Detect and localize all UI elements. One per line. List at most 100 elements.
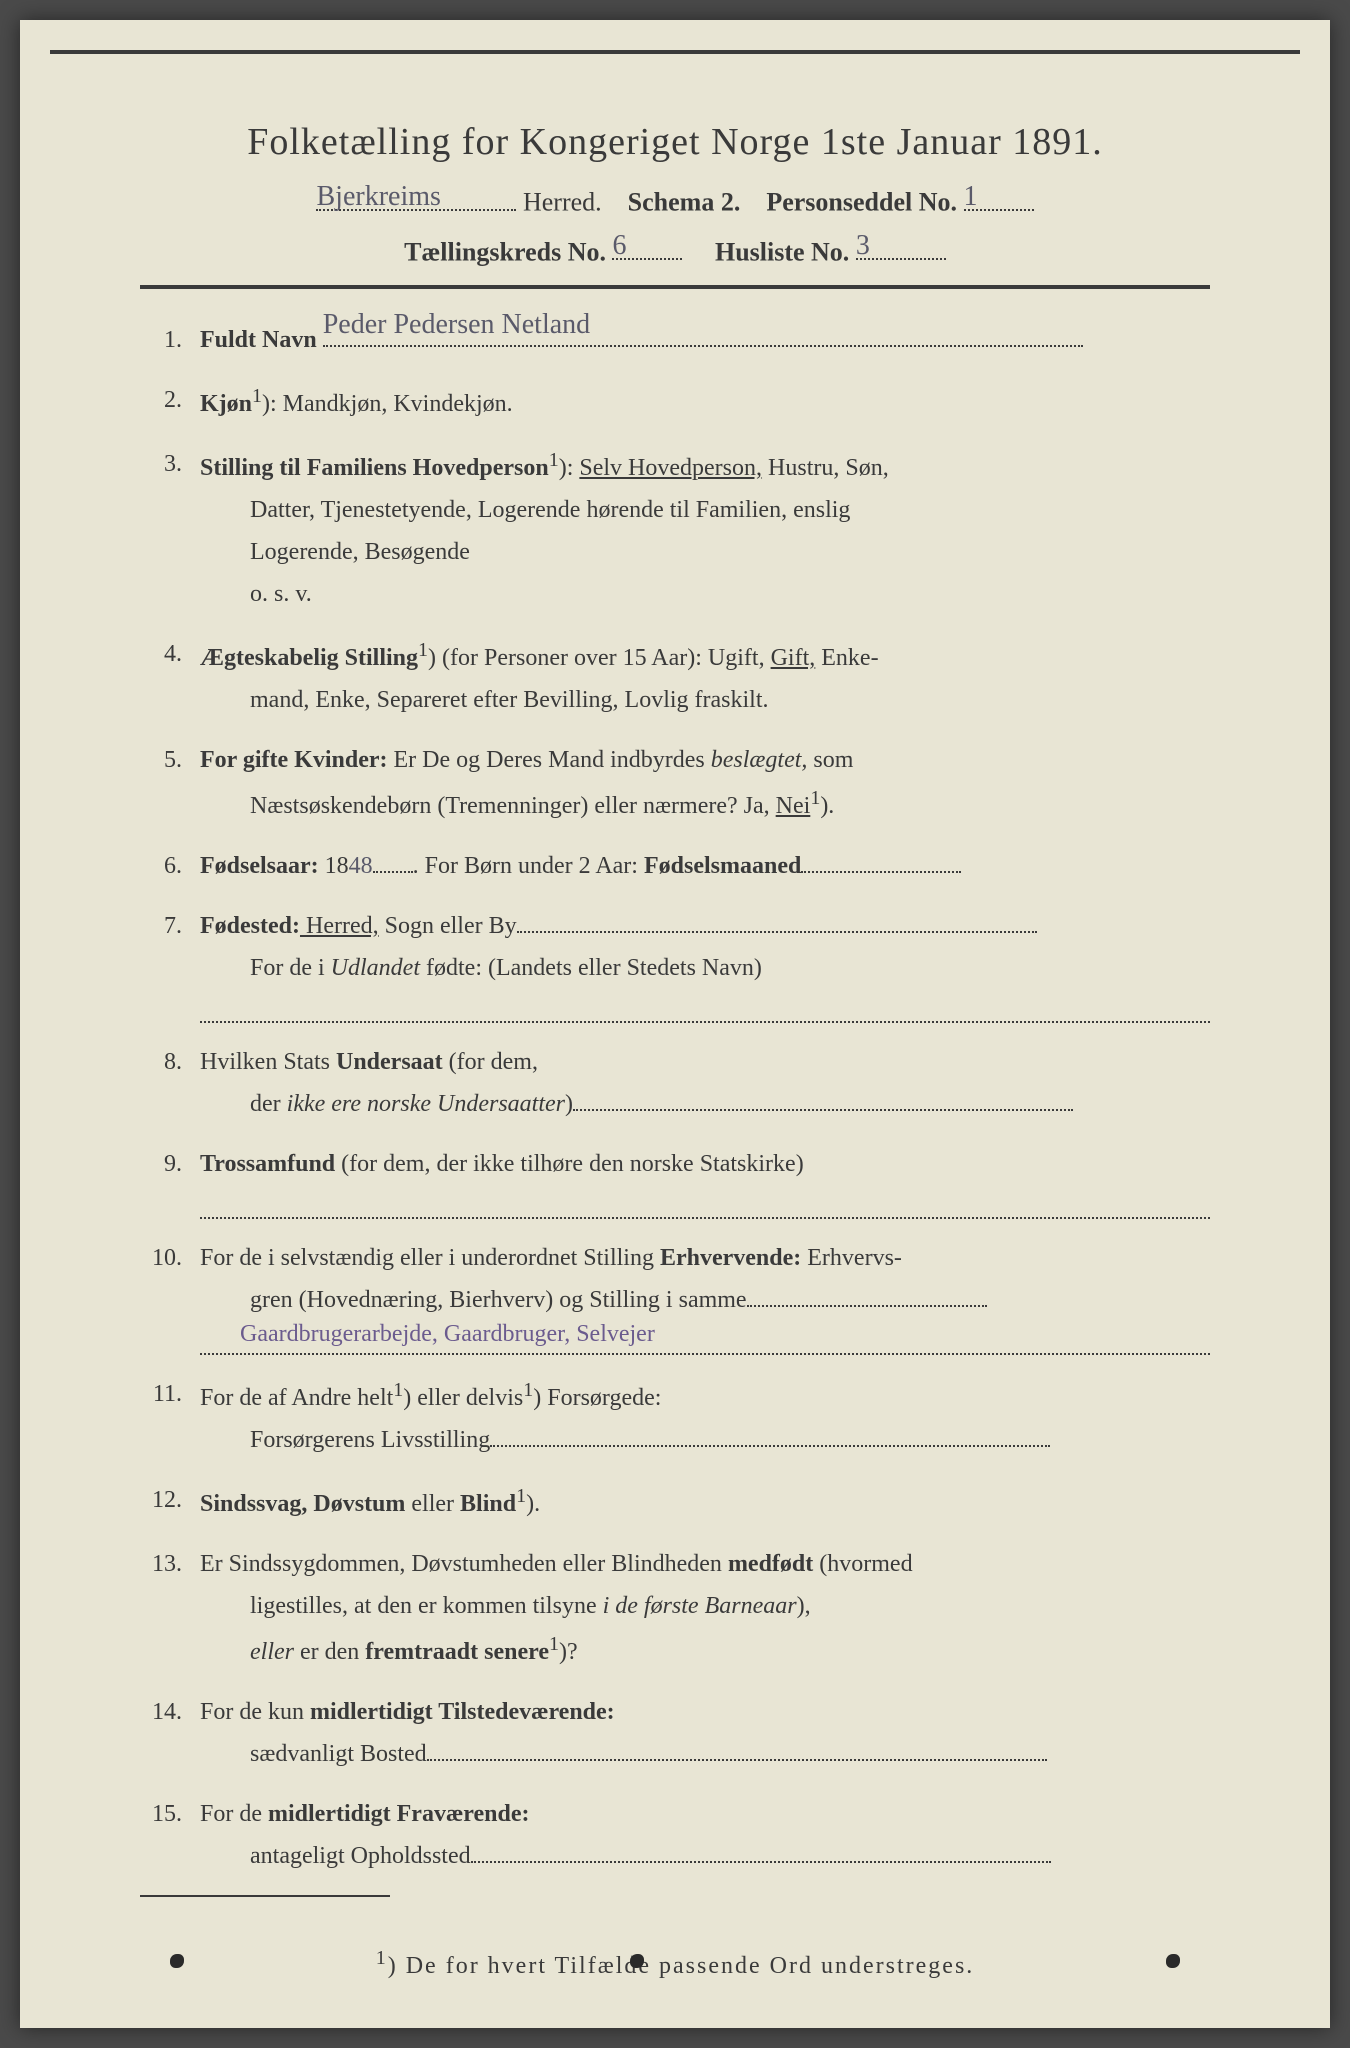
husliste-field: 3 <box>856 232 946 261</box>
item-4: 4. Ægteskabelig Stilling1) (for Personer… <box>140 633 1210 721</box>
l2sup: 1 <box>810 787 820 809</box>
line2: mand, Enke, Separeret efter Bevilling, L… <box>200 679 1210 721</box>
dash <box>471 1861 1051 1863</box>
rest: som <box>807 747 853 773</box>
label: Fuldt Navn <box>200 327 317 353</box>
end: ) Forsørgede: <box>533 1385 661 1411</box>
rest: Erhvervs- <box>801 1245 902 1271</box>
line2: Forsørgerens Livsstilling <box>200 1419 1210 1461</box>
taellingskreds-label: Tællingskreds No. <box>404 237 606 266</box>
l2end: ), <box>797 1593 811 1619</box>
l2pre: For de i <box>250 955 331 981</box>
subtitle-row-1: Bjerkreims Herred. Schema 2. Personsedde… <box>140 182 1210 218</box>
item-num: 2. <box>140 379 200 425</box>
item-2: 2. Kjøn1): Mandkjøn, Kvindekjøn. <box>140 379 1210 425</box>
herred-value: Bjerkreims <box>316 181 440 213</box>
herred-label: Herred. <box>523 188 602 217</box>
pre: For de i selvstændig eller i underordnet… <box>200 1245 660 1271</box>
husliste-label: Husliste No. <box>715 237 849 266</box>
item-body: Kjøn1): Mandkjøn, Kvindekjøn. <box>200 379 1210 425</box>
footnote: 1) De for hvert Tilfælde passende Ord un… <box>140 1947 1210 1980</box>
line2: For de i Udlandet fødte: (Landets eller … <box>200 947 1210 989</box>
u: Herred, <box>300 913 379 939</box>
label: Kjøn <box>200 391 252 417</box>
schema-label: Schema 2. <box>628 188 741 217</box>
l2: Forsørgerens Livsstilling <box>250 1427 490 1453</box>
personseddel-value: 1 <box>964 181 978 213</box>
item-body: Ægteskabelig Stilling1) (for Personer ov… <box>200 633 1210 721</box>
dash <box>747 1305 987 1307</box>
text2: . For Børn under 2 Aar: <box>413 853 644 879</box>
item-11: 11. For de af Andre helt1) eller delvis1… <box>140 1373 1210 1461</box>
l2it: ikke ere norske Undersaatter <box>287 1091 565 1117</box>
item-body: For de af Andre helt1) eller delvis1) Fo… <box>200 1373 1210 1461</box>
yprefix: 18 <box>319 853 349 879</box>
sup: 1 <box>549 449 559 471</box>
husliste-value: 3 <box>856 230 870 262</box>
name-value: Peder Pedersen Netland <box>323 300 590 349</box>
item-num: 11. <box>140 1373 200 1461</box>
label: Ægteskabelig Stilling <box>200 645 418 671</box>
text: ): <box>559 455 580 481</box>
item-10: 10. For de i selvstændig eller i underor… <box>140 1237 1210 1355</box>
line2: antageligt Opholdssted <box>200 1835 1210 1877</box>
bold2: Blind <box>460 1491 516 1517</box>
divider-bottom <box>140 1895 390 1897</box>
label: Trossamfund <box>200 1151 335 1177</box>
pre: For de af Andre helt <box>200 1385 393 1411</box>
document-page: Folketælling for Kongeriget Norge 1ste J… <box>20 20 1330 2028</box>
item-7: 7. Fødested: Herred, Sogn eller By For d… <box>140 905 1210 1023</box>
italic: beslægtet, <box>711 747 808 773</box>
pre: For de kun <box>200 1699 310 1725</box>
item-5: 5. For gifte Kvinder: Er De og Deres Man… <box>140 739 1210 827</box>
l2end: ). <box>820 793 834 819</box>
line2: Næstsøskendebørn (Tremenninger) eller næ… <box>200 781 1210 827</box>
item-num: 15. <box>140 1793 200 1877</box>
item-body: Fødselsaar: 1848. For Børn under 2 Aar: … <box>200 845 1210 887</box>
rest: (for dem, <box>443 1049 538 1075</box>
rest: (hvormed <box>813 1551 912 1577</box>
l2end: ) <box>565 1091 573 1117</box>
l3end: )? <box>559 1639 578 1665</box>
fn-sup: 1 <box>376 1947 388 1969</box>
item-14: 14. For de kun midlertidigt Tilstedevære… <box>140 1691 1210 1775</box>
item-num: 14. <box>140 1691 200 1775</box>
item-body: Stilling til Familiens Hovedperson1): Se… <box>200 443 1210 615</box>
item-body: Hvilken Stats Undersaat (for dem, der ik… <box>200 1041 1210 1125</box>
item-8: 8. Hvilken Stats Undersaat (for dem, der… <box>140 1041 1210 1125</box>
item-num: 1. <box>140 319 200 361</box>
label: Fødested: <box>200 913 300 939</box>
divider-top <box>140 285 1210 289</box>
l2: sædvanligt Bosted <box>250 1741 427 1767</box>
item-body: Er Sindssygdommen, Døvstumheden eller Bl… <box>200 1543 1210 1673</box>
pre: Er Sindssygdommen, Døvstumheden eller Bl… <box>200 1551 728 1577</box>
item-body: For de i selvstændig eller i underordnet… <box>200 1237 1210 1355</box>
underlined: Gift, <box>771 645 816 671</box>
text: ): Mandkjøn, Kvindekjøn. <box>262 391 513 417</box>
item-body: Fødested: Herred, Sogn eller By For de i… <box>200 905 1210 1023</box>
dash <box>490 1445 1050 1447</box>
line2: sædvanligt Bosted <box>200 1733 1210 1775</box>
main-title: Folketælling for Kongeriget Norge 1ste J… <box>140 120 1210 164</box>
item-body: For de kun midlertidigt Tilstedeværende:… <box>200 1691 1210 1775</box>
bold: midlertidigt Tilstedeværende: <box>310 1699 615 1725</box>
bold: Undersaat <box>336 1049 443 1075</box>
item-num: 3. <box>140 443 200 615</box>
text: ) (for Personer over 15 Aar): Ugift, <box>428 645 771 671</box>
l2it: Udlandet <box>331 955 420 981</box>
l2u: Nei <box>776 793 811 819</box>
rest: Hustru, Søn, <box>762 455 889 481</box>
text: eller <box>405 1491 460 1517</box>
l3sup: 1 <box>549 1633 559 1655</box>
value-line: Gaardbrugerarbejde, Gaardbruger, Selveje… <box>200 1327 1210 1355</box>
item-3: 3. Stilling til Familiens Hovedperson1):… <box>140 443 1210 615</box>
dash2 <box>801 871 961 873</box>
l3mid: er den <box>294 1639 365 1665</box>
sup: 1 <box>418 639 428 661</box>
sup2: 1 <box>523 1379 533 1401</box>
paper-mark-icon <box>1166 1954 1180 1968</box>
text: Hvilken Stats <box>200 1049 336 1075</box>
line2: ligestilles, at den er kommen tilsyne i … <box>200 1585 1210 1627</box>
label: Stilling til Familiens Hovedperson <box>200 455 549 481</box>
item-num: 7. <box>140 905 200 1023</box>
